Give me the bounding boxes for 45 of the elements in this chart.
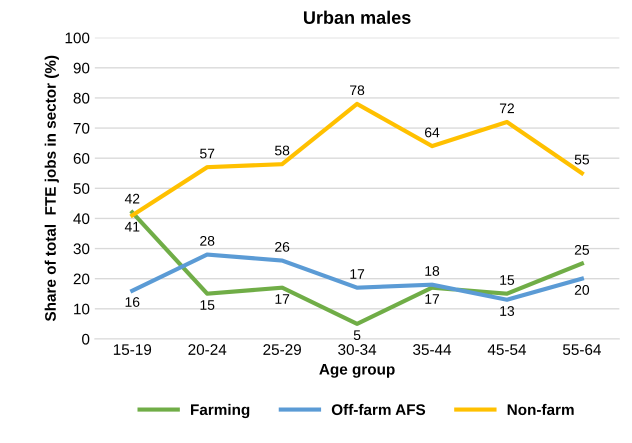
y-tick-label: 100 — [66, 32, 90, 44]
data-label: 16 — [126, 297, 140, 307]
data-label: 18 — [425, 266, 440, 276]
y-axis-title: Share of total FTE jobs in sector (%) — [44, 56, 59, 322]
data-label: 72 — [500, 103, 514, 114]
chart-title: Urban males — [304, 10, 411, 24]
data-label: 25 — [574, 244, 590, 255]
x-tick-label: 15-19 — [114, 344, 152, 355]
y-tick-label: 50 — [74, 183, 90, 194]
data-label: 5 — [354, 330, 360, 340]
x-axis-title: Age group — [319, 364, 395, 378]
data-label: 55 — [574, 154, 590, 164]
legend-label: Non-farm — [508, 404, 574, 416]
x-tick-label: 55-64 — [562, 344, 601, 355]
x-tick-label: 35-44 — [413, 344, 452, 355]
data-label: 78 — [350, 85, 364, 96]
x-tick-label: 25-29 — [263, 344, 301, 355]
data-label: 42 — [124, 194, 140, 204]
data-label: 20 — [574, 285, 590, 295]
data-label: 15 — [200, 300, 214, 310]
y-tick-label: 90 — [74, 62, 90, 74]
data-label: 13 — [500, 306, 514, 316]
y-tick-label: 30 — [74, 243, 90, 254]
y-tick-label: 70 — [74, 122, 90, 134]
y-tick-label: 10 — [74, 304, 90, 314]
data-label: 41 — [124, 222, 140, 232]
x-tick-label: 30-34 — [338, 344, 376, 355]
data-label: 17 — [425, 294, 440, 304]
y-tick-label: 0 — [82, 334, 90, 345]
x-tick-label: 45-54 — [488, 344, 526, 355]
y-tick-label: 40 — [73, 213, 90, 224]
legend-label: Off-farm AFS — [332, 404, 426, 416]
data-label: 17 — [350, 269, 364, 279]
data-label: 15 — [500, 275, 514, 285]
legend-label: Farming — [191, 404, 250, 418]
data-label: 58 — [274, 146, 290, 156]
x-tick-label: 20-24 — [188, 344, 226, 355]
y-tick-label: 20 — [74, 274, 90, 284]
data-label: 64 — [425, 127, 440, 138]
y-tick-label: 80 — [74, 92, 90, 104]
data-label: 28 — [200, 236, 214, 246]
y-tick-label: 60 — [74, 153, 90, 164]
data-label: 26 — [275, 242, 290, 252]
data-label: 57 — [200, 148, 214, 158]
data-label: 17 — [275, 294, 290, 304]
